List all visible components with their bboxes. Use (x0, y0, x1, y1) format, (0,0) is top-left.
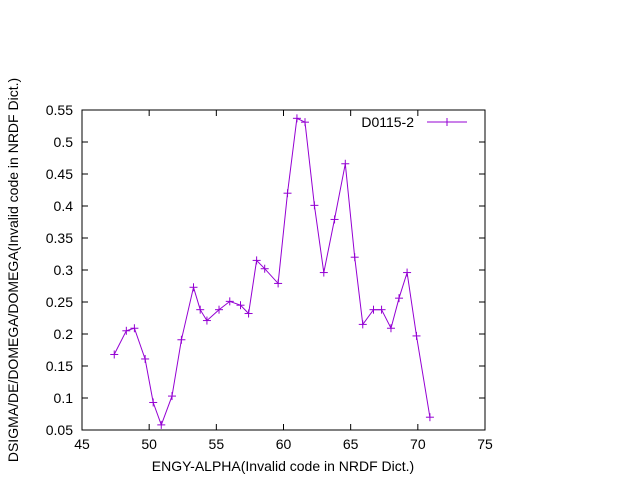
x-tick-label: 50 (141, 436, 157, 452)
data-point (369, 305, 378, 314)
x-tick-label: 55 (209, 436, 225, 452)
legend-label: D0115-2 (361, 114, 414, 130)
data-point (189, 283, 198, 292)
legend-marker-plus (443, 118, 451, 126)
data-point (358, 320, 367, 329)
series-line (113, 117, 431, 427)
data-point (403, 268, 412, 277)
legend-marker (443, 118, 451, 126)
data-point (330, 215, 339, 224)
data-point (177, 335, 186, 344)
y-tick-label: 0.5 (54, 134, 74, 150)
data-point (377, 305, 386, 314)
x-tick-label: 45 (74, 436, 90, 452)
data-point (274, 279, 283, 288)
y-tick-label: 0.4 (54, 198, 74, 214)
data-point (244, 309, 253, 318)
data-point (225, 297, 234, 306)
data-point (350, 253, 359, 262)
x-axis-label: ENGY-ALPHA(Invalid code in NRDF Dict.) (152, 458, 414, 474)
data-point (260, 264, 269, 273)
x-tick-label: 75 (477, 436, 493, 452)
y-tick-label: 0.55 (46, 102, 73, 118)
legend: D0115-2 (361, 114, 467, 130)
data-point (425, 413, 434, 422)
x-tick-label: 70 (410, 436, 426, 452)
y-tick-label: 0.35 (46, 230, 73, 246)
axis-tick-labels: 45 50 55 60 65 70 75 0.05 0.1 0.15 0.2 0.25 0.3 0.35 0… (46, 102, 493, 452)
y-tick-label: 0.05 (46, 422, 73, 438)
data-point (252, 256, 261, 265)
data-point (236, 301, 245, 310)
series-layer (110, 114, 434, 429)
x-tick-label: 65 (343, 436, 359, 452)
y-tick-label: 0.3 (54, 262, 74, 278)
y-tick-label: 0.25 (46, 294, 73, 310)
data-point (130, 324, 139, 333)
axis-ticks (81, 109, 486, 431)
y-tick-label: 0.2 (54, 326, 74, 342)
data-point (149, 398, 158, 407)
data-point (412, 331, 421, 340)
data-point (386, 324, 395, 333)
data-point (202, 316, 211, 325)
data-point (300, 118, 309, 127)
data-point (395, 294, 404, 303)
y-tick-label: 0.45 (46, 166, 73, 182)
data-point (110, 350, 119, 359)
x-tick-label: 60 (276, 436, 292, 452)
data-point (196, 305, 205, 314)
data-point (292, 114, 301, 123)
data-point (122, 326, 131, 335)
data-point (141, 354, 150, 363)
y-tick-label: 0.1 (54, 390, 74, 406)
y-axis-label: DSIGMA/DE/DOMEGA/DOMEGA(Invalid code in … (5, 78, 21, 462)
data-point (341, 159, 350, 168)
data-point (319, 268, 328, 277)
data-point (215, 305, 224, 314)
y-tick-label: 0.15 (46, 358, 73, 374)
data-point (168, 392, 177, 401)
data-point (310, 201, 319, 210)
data-point (283, 189, 292, 198)
data-point (157, 420, 166, 429)
